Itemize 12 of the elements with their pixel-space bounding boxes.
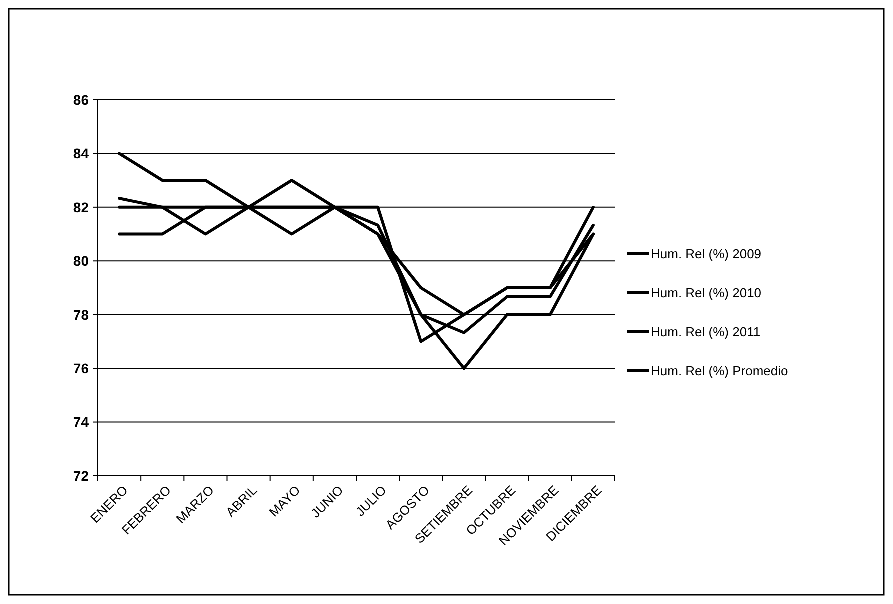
y-tick-label: 82 [73,199,90,216]
y-tick-label: 76 [73,360,90,376]
legend-label: Hum. Rel (%) 2009 [651,246,762,262]
y-tick-label: 84 [73,146,90,162]
y-tick-label: 80 [73,253,90,270]
y-tick-label: 78 [73,306,90,323]
legend-label: Hum. Rel (%) 2010 [651,286,762,301]
legend-label: Hum. Rel (%) Promedio [651,364,788,379]
legend-label: Hum. Rel (%) 2011 [651,324,761,340]
y-tick-label: 74 [73,414,90,430]
y-tick-label: 86 [73,92,90,108]
y-tick-label: 72 [73,468,90,484]
